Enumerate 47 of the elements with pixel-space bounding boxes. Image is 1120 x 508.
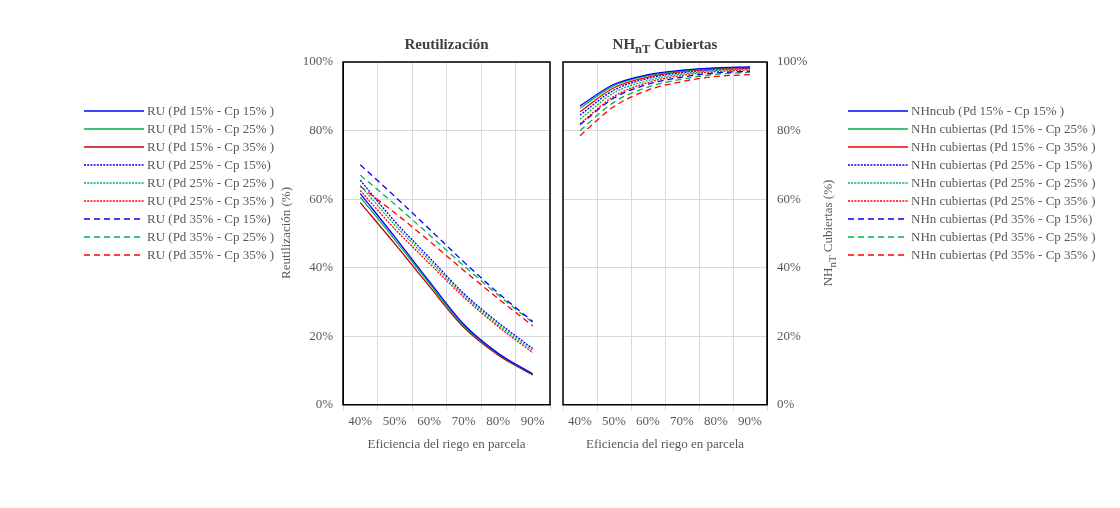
x-tick-label: 40% [568,413,593,429]
x-axis-title: Eficiencia del riego en parcela [585,435,745,451]
x-tick-label: 50% [602,413,627,429]
legend-label: NHn cubiertas (Pd 35% - Cp 15%) [911,210,1093,229]
x-tick-label: 90% [738,413,763,429]
chart-title: Reutilización [404,36,489,53]
legend-label: RU (Pd 35% - Cp 25% ) [147,228,275,247]
x-tick-label: 80% [704,413,729,429]
legend-label: RU (Pd 25% - Cp 15%) [147,156,271,175]
legend-label: NHn cubiertas (Pd 35% - Cp 25% ) [911,228,1096,247]
legend-label: RU (Pd 15% - Cp 35% ) [147,138,275,157]
y-tick-label: 20% [309,327,334,343]
x-tick-label: 40% [348,413,373,429]
legend-label: RU (Pd 35% - Cp 35% ) [147,246,275,265]
x-tick-label: 70% [451,413,476,429]
y-tick-label: 80% [309,121,334,137]
y-tick-label: 100% [302,53,334,69]
legend-label: NHn cubiertas (Pd 35% - Cp 35% ) [911,246,1096,265]
legend-label: RU (Pd 15% - Cp 15% ) [147,102,275,121]
y-tick-label: 20% [777,327,801,343]
legend-label: NHn cubiertas (Pd 15% - Cp 25% ) [911,120,1096,139]
y-tick-label: 60% [777,190,801,206]
y-tick-label: 40% [309,259,334,275]
legend-label: RU (Pd 25% - Cp 25% ) [147,174,275,193]
y-tick-label: 0% [315,396,334,412]
legend-label: NHn cubiertas (Pd 15% - Cp 35% ) [911,138,1096,157]
legend-label: NHn cubiertas (Pd 25% - Cp 35% ) [911,192,1096,211]
x-tick-label: 60% [636,413,661,429]
legend-label: NHn cubiertas (Pd 25% - Cp 25% ) [911,174,1096,193]
legend-label: RU (Pd 25% - Cp 35% ) [147,192,275,211]
x-tick-label: 60% [417,413,442,429]
chart-title: NH$_{nT}$ Cubiertas [612,36,718,57]
x-axis-title: Eficiencia del riego en parcela [367,435,526,451]
x-tick-label: 50% [382,413,407,429]
y-tick-label: 100% [777,53,808,69]
y-tick-label: 60% [309,190,334,206]
y-tick-label: 80% [777,121,801,137]
legend-label: RU (Pd 35% - Cp 15%) [147,210,271,229]
y-tick-label: 0% [777,396,795,412]
x-tick-label: 80% [486,413,511,429]
legend-label: NHn cubiertas (Pd 25% - Cp 15%) [911,156,1093,175]
legend-label: NHncub (Pd 15% - Cp 15% ) [911,102,1065,121]
x-tick-label: 90% [520,413,545,429]
legend-label: RU (Pd 15% - Cp 25% ) [147,120,275,139]
y-axis-title: Reutilización (%) [278,187,294,280]
y-tick-label: 40% [777,259,801,275]
x-tick-label: 70% [670,413,695,429]
